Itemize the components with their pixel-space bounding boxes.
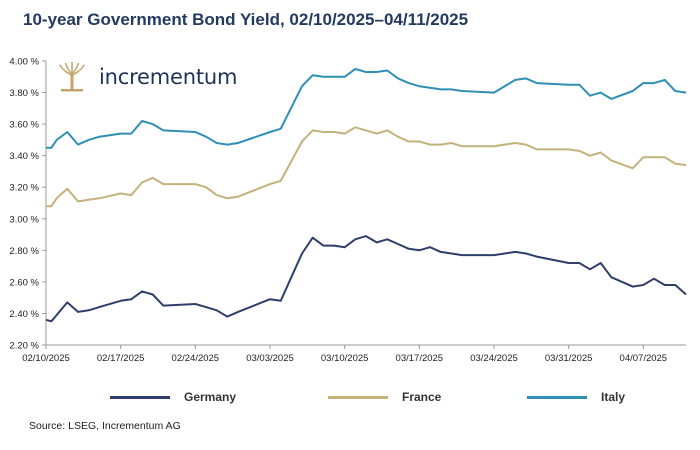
x-tick-label: 03/24/2025 bbox=[470, 353, 518, 364]
series-line-italy bbox=[46, 67, 687, 149]
source-note: Source: LSEG, Incrementum AG bbox=[29, 420, 181, 432]
series-line-france bbox=[46, 126, 687, 208]
legend-item-germany: Germany bbox=[110, 390, 236, 404]
legend-swatch-germany bbox=[110, 395, 170, 399]
chart-title: 10-year Government Bond Yield, 02/10/202… bbox=[23, 10, 469, 29]
legend-item-france: France bbox=[328, 390, 441, 404]
y-tick-label: 2.60 % bbox=[9, 277, 39, 288]
incrementum-logo: incrementum bbox=[55, 60, 237, 94]
x-tick-label: 02/17/2025 bbox=[97, 353, 145, 364]
x-tick-label: 03/03/2025 bbox=[246, 353, 294, 364]
legend-label-france: France bbox=[402, 390, 442, 404]
series-line-germany bbox=[45, 235, 687, 323]
y-tick-label: 2.80 % bbox=[9, 246, 39, 257]
x-tick-label: 03/31/2025 bbox=[545, 353, 593, 364]
y-tick-label: 3.80 % bbox=[9, 88, 39, 99]
legend-label-italy: Italy bbox=[601, 390, 626, 404]
y-tick-label: 2.20 % bbox=[9, 341, 39, 352]
legend-swatch-france bbox=[328, 395, 388, 399]
y-tick-label: 3.20 % bbox=[9, 183, 39, 194]
x-tick-label: 02/24/2025 bbox=[172, 353, 220, 364]
legend-swatch-italy bbox=[527, 395, 587, 399]
legend-item-italy: Italy bbox=[527, 390, 625, 404]
x-tick-label: 03/10/2025 bbox=[321, 353, 369, 364]
tree-icon bbox=[55, 60, 89, 94]
logo-text: incrementum bbox=[99, 65, 238, 89]
x-tick-label: 02/10/2025 bbox=[22, 353, 70, 364]
x-tick-label: 03/17/2025 bbox=[396, 353, 444, 364]
y-tick-label: 3.40 % bbox=[9, 151, 39, 162]
x-tick-label: 04/07/2025 bbox=[620, 353, 668, 364]
y-tick-label: 2.40 % bbox=[9, 309, 39, 320]
legend-label-germany: Germany bbox=[184, 390, 237, 404]
y-tick-label: 4.00 % bbox=[9, 57, 39, 68]
y-tick-label: 3.00 % bbox=[9, 214, 39, 225]
y-tick-label: 3.60 % bbox=[9, 120, 39, 131]
